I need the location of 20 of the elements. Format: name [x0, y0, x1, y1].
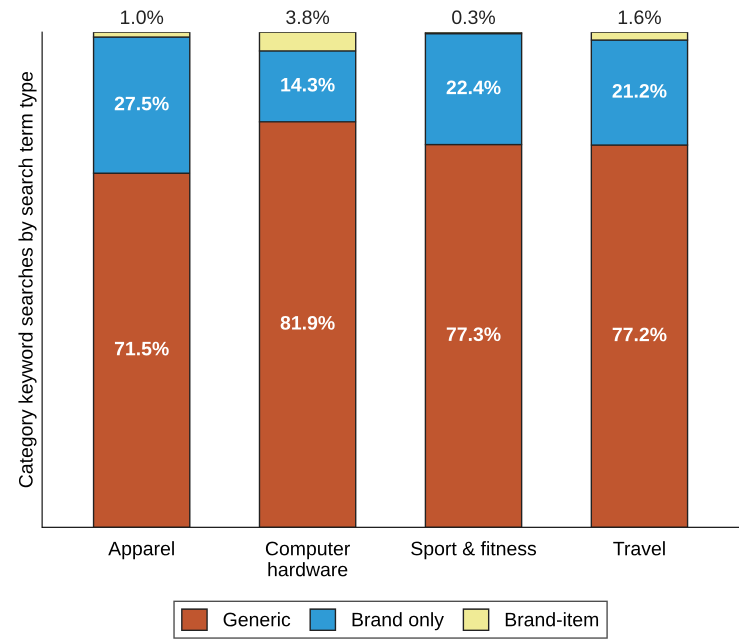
y-axis-title: Category keyword searches by search term type — [18, 72, 37, 488]
data-label: 3.8% — [286, 10, 330, 24]
x-tick-label: Sport & fitness — [411, 541, 536, 560]
x-tick-label: Computer hardware — [266, 542, 350, 576]
data-label: 1.6% — [618, 10, 661, 24]
legend-label: Brand only — [352, 612, 444, 630]
x-tick-label: Travel — [613, 541, 665, 556]
legend-label: Brand-item — [506, 612, 598, 626]
data-label: 81.9% — [280, 316, 335, 330]
data-label: 1.0% — [121, 10, 164, 24]
data-label: 0.3% — [452, 10, 495, 24]
data-label: 22.4% — [446, 80, 501, 94]
data-label: 21.2% — [612, 84, 666, 98]
data-label: 14.3% — [281, 78, 335, 92]
data-label: 77.2% — [612, 328, 666, 342]
data-label: 27.5% — [114, 96, 169, 110]
data-label: 77.3% — [446, 327, 501, 342]
x-tick-label: Apparel — [108, 541, 174, 560]
data-label: 71.5% — [114, 342, 169, 356]
legend-label: Generic — [224, 612, 290, 626]
